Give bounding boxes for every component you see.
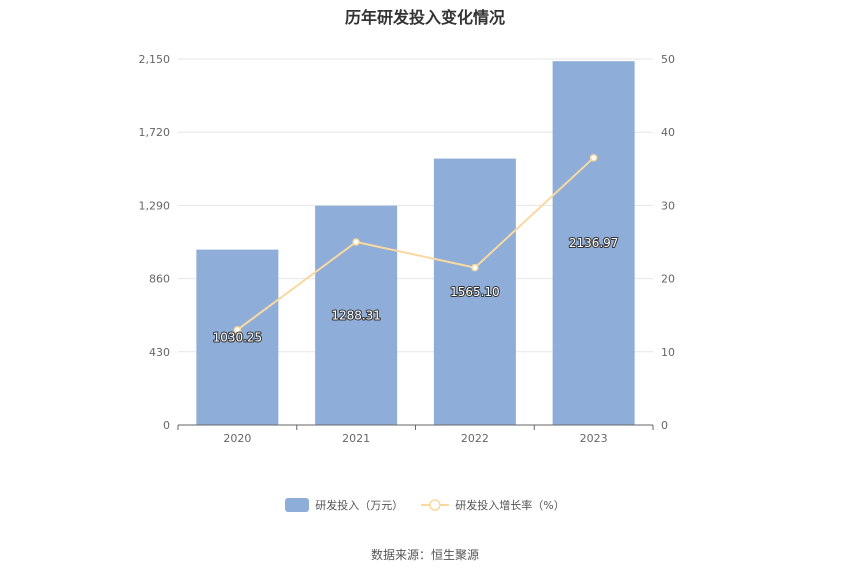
legend-item-line[interactable]: 研发投入增长率（%） (421, 497, 565, 513)
bar-value-label: 1030.25 (213, 330, 263, 344)
x-tick-label: 2020 (223, 432, 251, 445)
line-point (233, 326, 242, 334)
legend-line-swatch (421, 499, 450, 511)
y-right-tick-label: 10 (661, 346, 675, 359)
line-point (352, 238, 360, 246)
axes: 0 0 430 10 860 20 1,290 30 1,720 40 2,150 50 2020 202… (139, 53, 676, 445)
bar-labels: 1030.25 1288.31 1565.10 2136.97 (212, 235, 620, 345)
line-point (589, 154, 598, 162)
y-left-tick-label: 430 (149, 346, 170, 359)
x-tick-label: 2022 (461, 432, 489, 445)
y-left-tick-label: 860 (149, 273, 170, 286)
bar (196, 249, 279, 425)
y-left-tick-label: 0 (163, 419, 170, 432)
bar (552, 61, 635, 425)
y-right-tick-label: 40 (661, 126, 675, 139)
y-right-tick-label: 50 (661, 53, 675, 66)
y-right-tick-label: 0 (661, 419, 668, 432)
y-left-tick-label: 1,290 (139, 199, 171, 212)
legend-item-bar[interactable]: 研发投入（万元） (285, 497, 403, 513)
legend-bar-swatch (285, 498, 310, 512)
legend: 研发投入（万元） 研发投入增长率（%） (0, 497, 850, 513)
y-left-tick-label: 1,720 (139, 126, 171, 139)
bar-value-label: 2136.97 (569, 236, 619, 250)
y-right-tick-label: 20 (661, 273, 675, 286)
y-left-tick-label: 2,150 (139, 53, 171, 66)
bar-value-label: 1288.31 (331, 308, 381, 322)
line-series (233, 154, 598, 334)
bar (433, 158, 516, 425)
legend-line-label: 研发投入增长率（%） (455, 499, 565, 512)
line-point (471, 263, 479, 272)
x-tick-label: 2023 (580, 432, 608, 445)
chart-title: 历年研发投入变化情况 (344, 8, 505, 27)
x-tick-label: 2021 (342, 432, 370, 445)
bar-value-label: 1565.10 (450, 285, 500, 299)
legend-bar-label: 研发投入（万元） (315, 499, 404, 512)
y-right-tick-label: 30 (661, 199, 675, 212)
growth-line (236, 157, 595, 331)
bar-series (196, 61, 635, 425)
source-note: 数据来源：恒生聚源 (370, 548, 479, 562)
